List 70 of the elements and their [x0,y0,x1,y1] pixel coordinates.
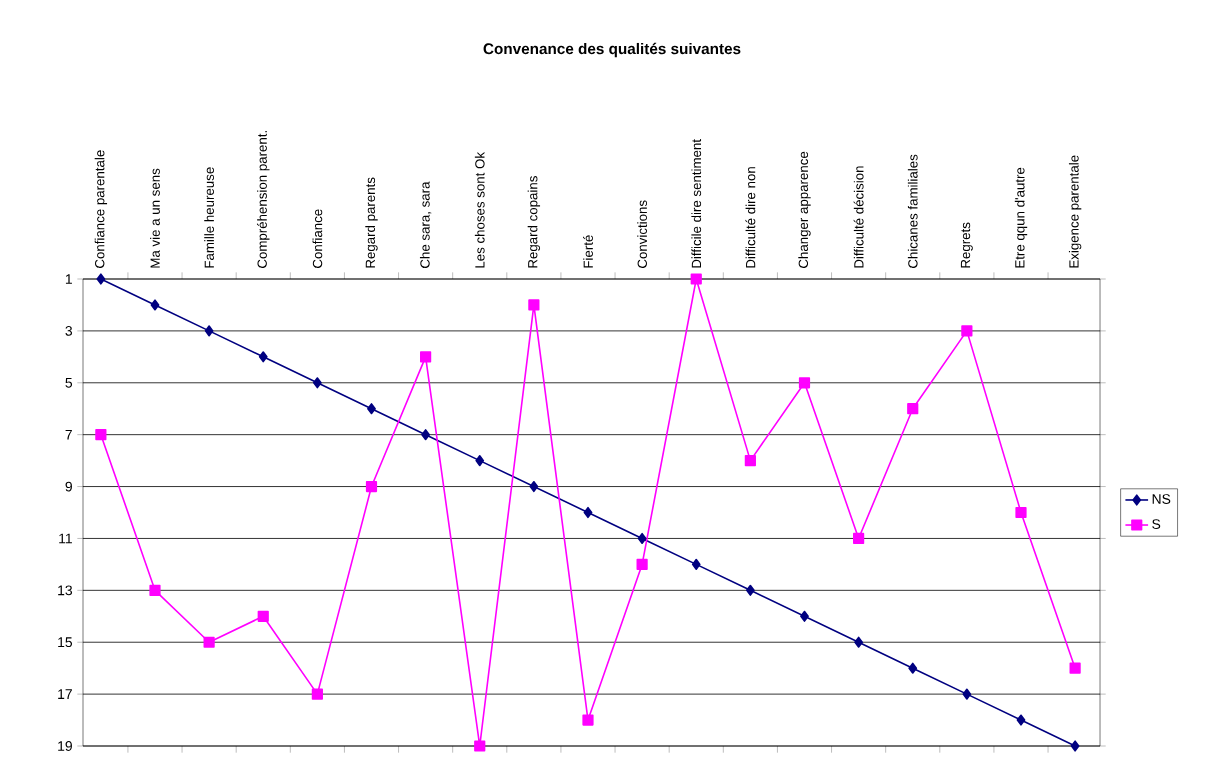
point [204,325,214,337]
x-tick-label: Difficile dire sentiment [691,139,702,268]
x-tick-label: Les choses sont Ok [474,151,485,268]
x-tick-label: Changer apparence [798,151,811,268]
x-tick-label: Fierté [583,235,593,268]
point [1016,714,1026,726]
point [150,299,160,311]
point [961,325,973,337]
y-tick-label: 17 [58,689,72,699]
x-tick-label: Convictions [637,200,647,268]
point [529,480,539,493]
chart-title: Convenance des qualités suivantes [483,42,741,58]
y-tick-label: 11 [59,533,72,544]
point [690,273,702,285]
legend-label: NS [1152,494,1171,504]
y-tick-label: 3 [65,325,73,336]
point [365,480,378,493]
point [475,455,485,467]
x-tick-label: Difficulté dire non [745,167,756,268]
point [744,455,756,467]
y-tick-label: 7 [65,429,72,440]
point [1069,662,1081,674]
point [367,403,376,415]
point [96,273,106,285]
point [1015,506,1027,519]
point [853,532,865,545]
point [421,429,431,441]
x-tick-label: Regrets [960,222,973,268]
x-tick-label: Regard parents [365,177,378,268]
point [583,506,593,519]
y-tick-label: 19 [58,741,72,751]
point [798,377,811,389]
point [311,688,323,700]
point [312,377,322,389]
point [203,636,215,648]
point [1070,740,1080,752]
y-tick-label: 15 [58,637,73,648]
x-tick-label: Difficulté décision [853,166,864,268]
point [149,584,161,596]
point [474,740,486,752]
x-tick-label: Compréhension parent. [256,131,270,268]
x-tick-label: Confiance [312,209,323,268]
point [800,610,809,622]
point [637,532,647,545]
x-tick-label: Chicanes familiales [907,154,918,268]
x-tick-label: Regard copains [527,176,541,268]
point [258,351,268,363]
y-tick-label: 5 [65,377,73,388]
point [636,558,648,570]
point [582,714,594,726]
point [854,636,864,648]
point [962,688,972,700]
point [907,403,919,415]
y-tick-label: 13 [58,585,73,596]
y-tick-label: 1 [65,274,72,284]
point [257,610,269,622]
y-tick-label: 9 [65,481,72,492]
x-tick-label: Confiance parentale [94,150,108,268]
point [908,662,918,674]
point [420,351,432,363]
point [745,584,755,596]
point [691,558,701,570]
x-tick-label: Ma vie a un sens [150,168,160,268]
x-tick-label: Exigence parentale [1068,155,1082,268]
point [95,429,107,441]
x-tick-label: Etre qqun d'autre [1014,167,1028,268]
x-tick-label: Che sara, sara [419,181,432,268]
point [528,299,540,311]
x-tick-label: Famille heureuse [204,167,214,268]
legend-label: S [1152,519,1161,530]
